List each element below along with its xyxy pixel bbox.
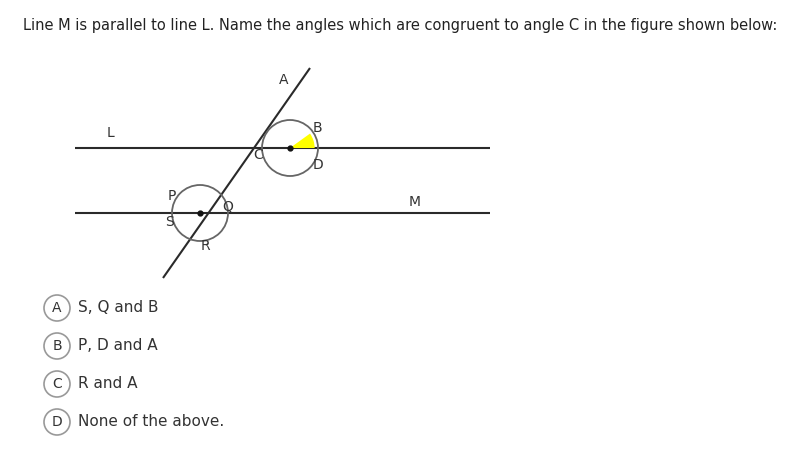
Text: M: M (409, 195, 421, 209)
Text: P, D and A: P, D and A (78, 338, 158, 353)
Text: Q: Q (222, 199, 234, 213)
Text: R and A: R and A (78, 376, 138, 392)
Text: S, Q and B: S, Q and B (78, 300, 158, 315)
Text: C: C (52, 377, 62, 391)
Wedge shape (290, 133, 314, 148)
Text: C: C (253, 148, 263, 162)
Text: P: P (168, 189, 176, 203)
Text: B: B (312, 121, 322, 135)
Text: R: R (200, 239, 210, 253)
Text: D: D (313, 158, 323, 172)
Text: B: B (52, 339, 62, 353)
Text: L: L (106, 126, 114, 140)
Text: A: A (52, 301, 62, 315)
Text: S: S (166, 215, 174, 229)
Text: Line M is parallel to line L. Name the angles which are congruent to angle C in : Line M is parallel to line L. Name the a… (23, 18, 777, 33)
Text: A: A (279, 73, 289, 87)
Text: None of the above.: None of the above. (78, 415, 224, 430)
Text: D: D (52, 415, 62, 429)
